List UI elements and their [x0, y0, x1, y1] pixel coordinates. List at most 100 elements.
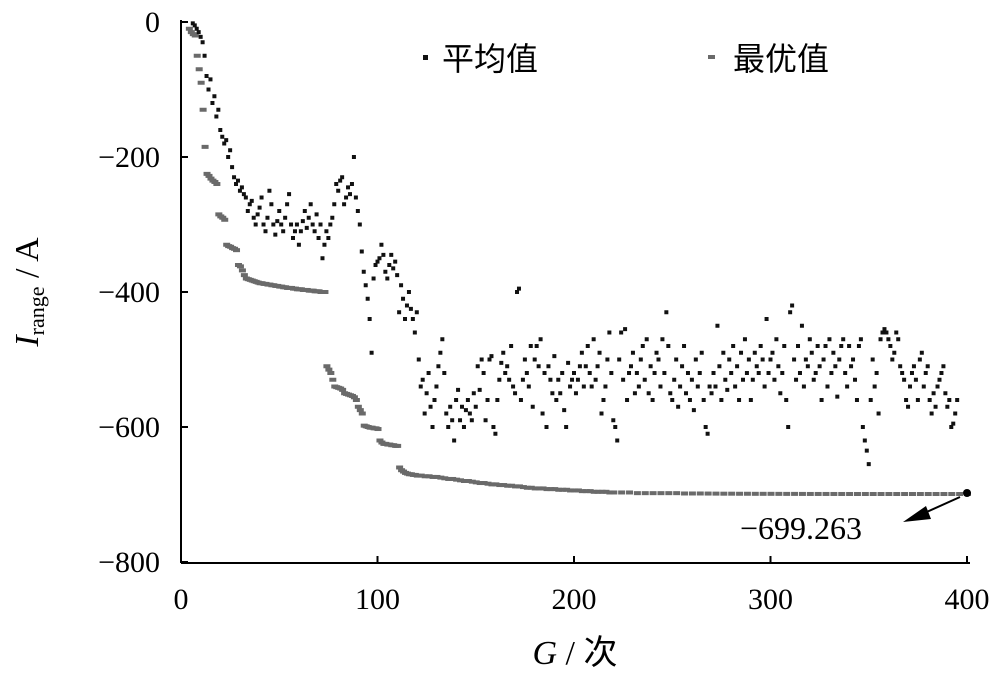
x-axis-title: G / 次: [532, 634, 617, 672]
mean-value-point: [546, 364, 551, 369]
mean-value-point: [691, 408, 696, 413]
best-value-point: [519, 485, 527, 490]
mean-value-point: [312, 229, 317, 234]
mean-value-point: [754, 364, 759, 369]
mean-value-point: [346, 185, 351, 190]
best-value-point: [696, 491, 704, 496]
best-value-point: [633, 491, 641, 496]
mean-value-point: [434, 384, 439, 389]
mean-value-point: [283, 215, 288, 220]
best-value-point: [508, 483, 516, 488]
mean-value-point: [825, 384, 830, 389]
mean-value-point: [705, 431, 710, 436]
mean-value-point: [377, 256, 382, 261]
mean-value-point: [595, 364, 600, 369]
best-value-point: [325, 367, 333, 372]
mean-value-point: [823, 344, 828, 348]
legend: 平均值 最优值: [423, 40, 829, 78]
mean-value-point: [703, 425, 708, 429]
mean-value-point: [909, 371, 914, 375]
mean-value-point: [831, 350, 836, 355]
best-value-point: [567, 488, 575, 493]
mean-value-point: [758, 344, 763, 348]
best-value-point: [185, 26, 193, 31]
mean-value-point: [365, 296, 370, 301]
mean-value-point: [552, 354, 557, 359]
mean-value-point: [833, 364, 838, 369]
mean-value-point: [872, 384, 877, 389]
mean-value-point: [355, 209, 360, 213]
mean-value-point: [770, 350, 775, 355]
best-value-point: [814, 491, 822, 496]
best-value-point: [350, 395, 358, 400]
mean-value-point: [841, 337, 846, 342]
x-tick-label: 200: [552, 583, 597, 616]
best-value-point: [775, 491, 783, 496]
mean-value-point: [432, 398, 437, 402]
mean-value-point: [719, 398, 724, 402]
x-tick-label: 0: [174, 583, 189, 616]
mean-value-point: [915, 398, 920, 402]
mean-value-point: [796, 344, 801, 348]
best-value-point: [531, 486, 539, 491]
best-value-point: [421, 474, 429, 479]
mean-value-point: [371, 276, 376, 281]
mean-value-point: [613, 425, 618, 429]
mean-value-point: [862, 438, 867, 443]
best-value-point: [563, 487, 571, 492]
mean-value-point: [542, 371, 547, 375]
mean-value-point: [296, 242, 301, 247]
y-tick-label: −800: [98, 546, 160, 579]
mean-value-point: [805, 364, 810, 369]
mean-value-point: [536, 364, 541, 369]
mean-value-point: [544, 425, 549, 429]
mean-value-point: [475, 364, 480, 369]
mean-value-point: [292, 229, 297, 234]
best-value-point: [460, 479, 468, 483]
mean-value-point: [326, 236, 331, 240]
mean-value-point: [634, 371, 639, 375]
mean-value-point: [908, 384, 913, 389]
annotation-arrowhead: [903, 506, 931, 522]
mean-value-point: [782, 344, 787, 348]
best-value-point: [453, 477, 461, 482]
mean-value-point: [927, 398, 932, 402]
mean-value-point: [817, 364, 822, 369]
mean-value-point: [617, 357, 622, 362]
mean-value-point: [585, 344, 590, 348]
best-value-point: [480, 481, 488, 486]
mean-value-point: [524, 371, 529, 375]
mean-value-point: [300, 219, 305, 224]
mean-value-point: [784, 398, 789, 402]
mean-value-point: [393, 259, 398, 264]
mean-value-point: [287, 192, 292, 197]
x-tick-label: 100: [355, 583, 400, 616]
mean-value-point: [234, 182, 239, 186]
mean-value-point: [623, 327, 628, 332]
mean-value-point: [477, 387, 482, 392]
mean-value-point: [520, 377, 525, 382]
mean-value-point: [516, 286, 521, 291]
mean-value-point: [925, 364, 930, 369]
mean-value-point: [548, 377, 553, 382]
best-value-point: [321, 290, 329, 294]
best-value-point: [838, 491, 846, 496]
mean-value-point: [839, 344, 844, 348]
mean-value-point: [281, 229, 286, 234]
mean-value-point: [190, 21, 195, 26]
mean-value-point: [601, 398, 606, 402]
best-value-point: [417, 473, 425, 478]
mean-value-point: [829, 371, 834, 375]
legend-marker-best: [708, 55, 715, 59]
mean-value-point: [627, 371, 632, 375]
mean-value-point: [884, 330, 889, 335]
mean-value-point: [491, 425, 496, 429]
mean-value-point: [864, 448, 869, 453]
mean-value-point: [245, 209, 250, 213]
best-value-point: [221, 217, 229, 222]
mean-value-point: [247, 202, 252, 207]
best-value-point: [500, 483, 508, 488]
mean-value-point: [587, 371, 592, 375]
mean-value-point: [397, 310, 402, 315]
mean-value-point: [674, 357, 679, 362]
